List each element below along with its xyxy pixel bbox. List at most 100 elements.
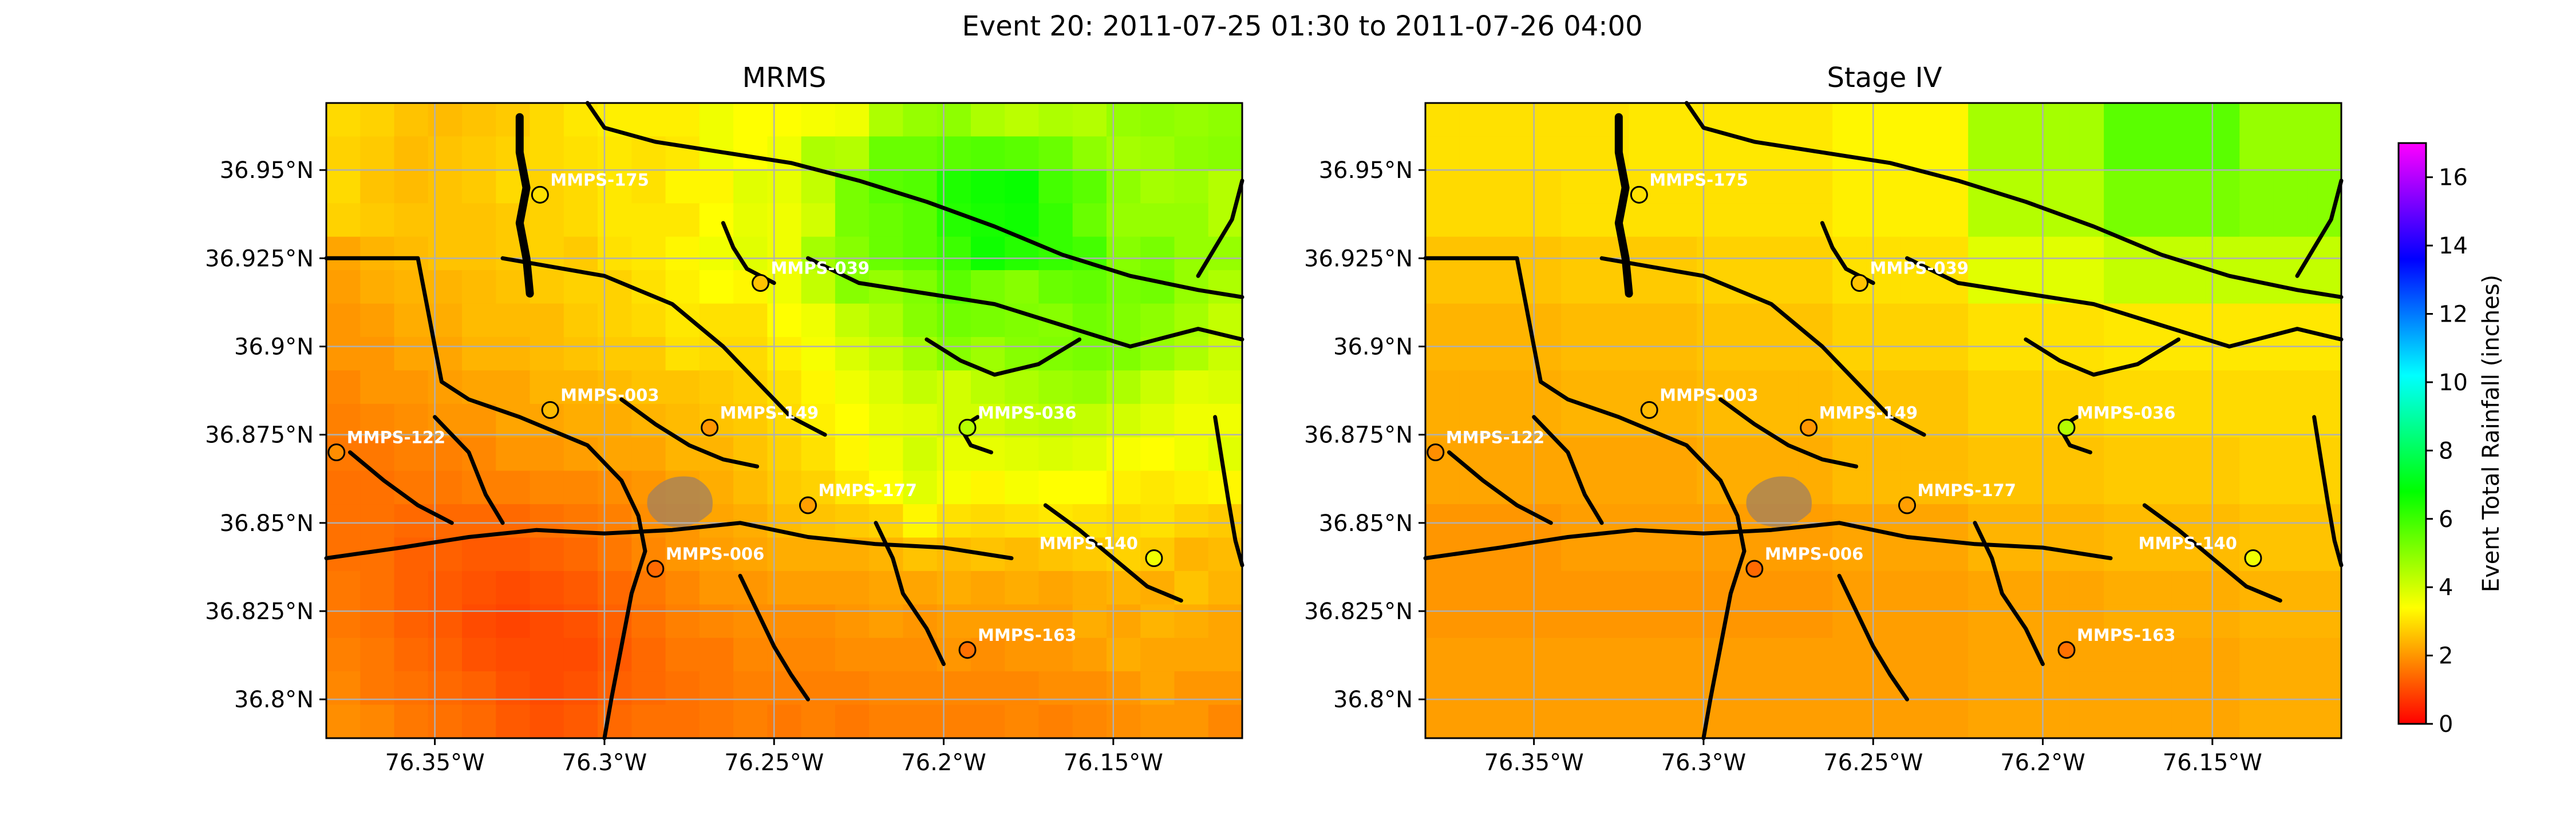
heatmap-cell bbox=[326, 571, 361, 605]
heatmap-cell bbox=[1934, 704, 1969, 739]
heatmap-cell bbox=[2138, 270, 2172, 304]
heatmap-cell bbox=[394, 336, 429, 371]
heatmap-cell bbox=[462, 303, 496, 338]
heatmap-cell bbox=[462, 203, 496, 237]
heatmap-cell bbox=[1038, 169, 1073, 204]
heatmap-cell bbox=[1764, 169, 1799, 204]
heatmap-cell bbox=[2002, 637, 2037, 672]
heatmap-cell bbox=[1493, 637, 1528, 672]
heatmap-cell bbox=[1866, 103, 1901, 137]
x-tick-label: 76.2°W bbox=[2000, 750, 2085, 776]
heatmap-cell bbox=[2069, 236, 2104, 271]
heatmap-cell bbox=[1662, 571, 1697, 605]
heatmap-cell bbox=[1832, 470, 1867, 505]
heatmap-cell bbox=[631, 604, 666, 639]
station-marker bbox=[1800, 418, 1818, 437]
coastline-river bbox=[1423, 521, 2113, 560]
heatmap-cell bbox=[428, 169, 463, 204]
heatmap-cell bbox=[2036, 169, 2071, 204]
heatmap-cell bbox=[631, 103, 666, 137]
heatmap-cell bbox=[2138, 604, 2172, 639]
heatmap-cell bbox=[2104, 403, 2139, 438]
heatmap-cell bbox=[1208, 604, 1243, 639]
heatmap-cell bbox=[869, 437, 904, 472]
station-label: MMPS-175 bbox=[550, 170, 649, 189]
heatmap-cell bbox=[1425, 637, 1460, 672]
station-label: MMPS-122 bbox=[347, 428, 445, 447]
heatmap-cell bbox=[1140, 370, 1175, 405]
heatmap-cell bbox=[1106, 437, 1141, 472]
heatmap-cell bbox=[530, 637, 564, 672]
station-label: MMPS-039 bbox=[1870, 259, 1969, 278]
heatmap-cell bbox=[563, 136, 598, 171]
heatmap-cell bbox=[1174, 704, 1209, 739]
heatmap-cell bbox=[903, 704, 938, 739]
heatmap-cell bbox=[1934, 103, 1969, 137]
heatmap-cell bbox=[2205, 236, 2240, 271]
heatmap-cell bbox=[428, 370, 463, 405]
heatmap-cell bbox=[1106, 236, 1141, 271]
heatmap-cell bbox=[2104, 470, 2139, 505]
heatmap-cell bbox=[1764, 704, 1799, 739]
heatmap-cell bbox=[1072, 136, 1107, 171]
heatmap-cell bbox=[1106, 403, 1141, 438]
heatmap-cell bbox=[462, 504, 496, 538]
heatmap-cell bbox=[1005, 169, 1040, 204]
heatmap-cell bbox=[2307, 236, 2342, 271]
heatmap-cell bbox=[1140, 470, 1175, 505]
heatmap-cell bbox=[631, 169, 666, 204]
heatmap-cell bbox=[2239, 270, 2274, 304]
heatmap-cell bbox=[2104, 537, 2139, 572]
heatmap-cell bbox=[801, 370, 836, 405]
heatmap-cell bbox=[1968, 604, 2003, 639]
heatmap-cell bbox=[1730, 236, 1765, 271]
heatmap-cell bbox=[970, 236, 1005, 271]
coastline-river bbox=[1718, 397, 1859, 469]
heatmap-cell bbox=[1493, 604, 1528, 639]
heatmap-cell bbox=[1174, 604, 1209, 639]
heatmap-cell bbox=[1425, 571, 1460, 605]
heatmap-cell bbox=[801, 571, 836, 605]
heatmap-cell bbox=[598, 370, 632, 405]
heatmap-cell bbox=[699, 437, 734, 472]
heatmap-cell bbox=[2002, 504, 2037, 538]
heatmap-cell bbox=[2239, 403, 2274, 438]
heatmap-cell bbox=[1493, 103, 1528, 137]
heatmap-cell bbox=[2138, 169, 2172, 204]
heatmap-cell bbox=[394, 571, 429, 605]
heatmap-cell bbox=[360, 169, 395, 204]
heatmap-cell bbox=[2273, 437, 2308, 472]
heatmap-cell bbox=[2273, 169, 2308, 204]
heatmap-cell bbox=[1697, 437, 1731, 472]
heatmap-cell bbox=[1798, 270, 1833, 304]
heatmap-cell bbox=[2205, 504, 2240, 538]
coastline-river bbox=[1447, 450, 1553, 525]
heatmap-cell bbox=[360, 236, 395, 271]
heatmap-cell bbox=[937, 704, 971, 739]
heatmap-cell bbox=[1527, 571, 1562, 605]
coastline-river bbox=[1905, 256, 2344, 348]
heatmap-cell bbox=[530, 270, 564, 304]
heatmap-cell bbox=[1968, 504, 2003, 538]
heatmap-cell bbox=[2002, 537, 2037, 572]
heatmap-cell bbox=[1730, 336, 1765, 371]
heatmap-cell bbox=[699, 103, 734, 137]
heatmap-cell bbox=[428, 637, 463, 672]
heatmap-cell bbox=[1730, 103, 1765, 137]
heatmap-cell bbox=[2273, 704, 2308, 739]
heatmap-cell bbox=[1595, 103, 1630, 137]
heatmap-cell bbox=[1832, 336, 1867, 371]
heatmap-cell bbox=[2036, 336, 2071, 371]
heatmap-cell bbox=[496, 470, 531, 505]
heatmap-cell bbox=[563, 571, 598, 605]
heatmap-cell bbox=[1866, 437, 1901, 472]
coastline-piers bbox=[515, 113, 534, 298]
heatmap-cell bbox=[1174, 637, 1209, 672]
heatmap-cell bbox=[428, 437, 463, 472]
coastline-river bbox=[1532, 415, 1604, 525]
heatmap-cell bbox=[631, 370, 666, 405]
stage-iv-axes-frame bbox=[1424, 102, 2342, 739]
heatmap-cell bbox=[1764, 637, 1799, 672]
heatmap-cell bbox=[1208, 637, 1243, 672]
station-marker bbox=[752, 274, 770, 292]
